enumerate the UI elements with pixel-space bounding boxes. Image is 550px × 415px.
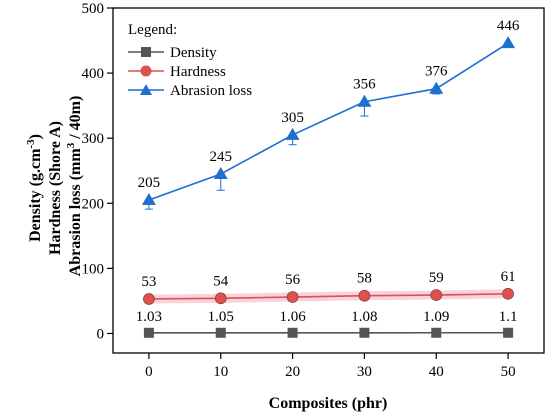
abrasion-loss-point: [213, 166, 228, 179]
density-point: [143, 327, 154, 338]
hardness-point: [502, 287, 514, 300]
y-tick-label: 300: [82, 131, 105, 147]
legend-item-hardness: Hardness: [128, 64, 226, 80]
legend-label-hardness: Hardness: [170, 64, 226, 80]
hardness-point: [214, 292, 227, 305]
x-tick-label: 10: [213, 364, 228, 380]
abrasion-loss-data-label: 446: [497, 18, 520, 34]
x-tick-label: 0: [145, 364, 153, 380]
hardness-data-label: 59: [429, 270, 444, 286]
abrasion-loss-line: [148, 42, 509, 201]
abrasion-loss-data-label: 205: [138, 175, 161, 191]
axes-layer: 0 100 200 300 400 500 0 10 20 30 40 50: [82, 1, 516, 380]
hardness-data-label: 54: [213, 273, 229, 289]
density-point: [503, 327, 514, 338]
legend-triangle-icon: [140, 84, 152, 95]
hardness-point: [358, 289, 371, 302]
abrasion-loss-data-label: 376: [425, 64, 448, 80]
legend-item-abrasion-loss: Abrasion loss: [128, 83, 252, 99]
y-tick-label: 500: [82, 1, 105, 17]
x-tick-label: 40: [429, 364, 444, 380]
y-axis-title-line-1: Density (g.cm-3): [25, 134, 44, 242]
density-point: [431, 327, 442, 338]
density-data-label: 1.05: [208, 309, 234, 325]
density-data-label: 1.08: [351, 309, 377, 325]
x-tick-label: 50: [501, 364, 516, 380]
density-data-label: 1.09: [423, 309, 449, 325]
y-axis-title-line-2: Hardness (Shore A): [47, 121, 64, 255]
density-point: [287, 327, 298, 338]
y-tick-label: 200: [82, 196, 105, 212]
plot-frame: [112, 7, 545, 354]
hardness-point: [430, 289, 443, 301]
x-tick-label: 20: [285, 364, 300, 380]
hardness-data-label: 61: [501, 269, 516, 285]
legend-circle-icon: [140, 65, 152, 77]
y-axis-title: Density (g.cm-3) Hardness (Shore A) Abra…: [25, 96, 84, 277]
y-tick-label: 100: [82, 261, 105, 277]
hardness-data-label: 53: [141, 274, 156, 290]
legend-label-density: Density: [170, 45, 217, 61]
y-tick-label: 0: [97, 326, 105, 342]
hardness-data-label: 58: [357, 271, 372, 287]
abrasion-loss-data-label: 245: [210, 149, 233, 165]
density-data-label: 1.1: [499, 309, 518, 325]
legend-label-abrasion-loss: Abrasion loss: [170, 83, 252, 99]
abrasion-loss-point: [429, 81, 444, 94]
labels-layer: 1.03 1.05 1.06 1.08 1.09 1.1 53 54 56 58 59 61 205 24…: [136, 18, 520, 325]
abrasion-loss-point: [357, 94, 372, 107]
density-point: [215, 327, 226, 338]
abrasion-loss-data-label: 356: [353, 77, 376, 93]
legend-square-icon: [141, 47, 151, 57]
abrasion-loss-point: [285, 127, 300, 140]
density-data-label: 1.03: [136, 309, 162, 325]
abrasion-loss-data-label: 305: [281, 110, 304, 126]
x-tick-label: 30: [357, 364, 372, 380]
abrasion-loss-point: [141, 193, 156, 206]
hardness-point: [143, 293, 155, 305]
abrasion-loss-point: [501, 36, 516, 49]
y-tick-label: 400: [82, 66, 105, 82]
hardness-data-label: 56: [285, 272, 301, 288]
y-axis-title-line-3: Abrasion loss (mm3 / 40m): [65, 96, 84, 277]
density-point: [359, 327, 370, 338]
hardness-point: [286, 291, 299, 303]
x-axis-title: Composites (phr): [269, 395, 388, 412]
series-layer: [141, 36, 516, 338]
legend-title: Legend:: [128, 22, 177, 38]
legend-item-density: Density: [128, 45, 217, 61]
hardness-line: [148, 292, 509, 300]
density-data-label: 1.06: [279, 309, 306, 325]
legend: Legend: Density Hardness Abrasion loss: [128, 22, 252, 99]
